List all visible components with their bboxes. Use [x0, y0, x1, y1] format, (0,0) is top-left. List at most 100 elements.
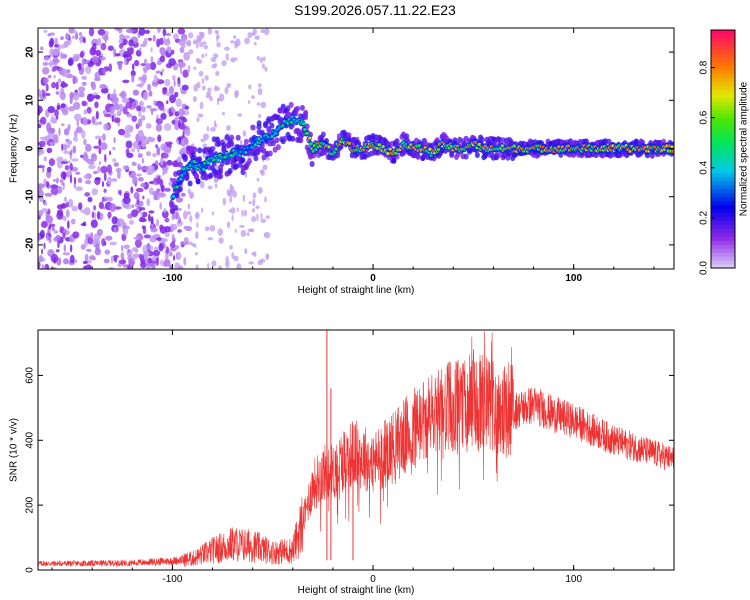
- heatmap-cell: [206, 91, 212, 96]
- heatmap-cell: [275, 144, 281, 151]
- heatmap-cell: [65, 201, 70, 208]
- heatmap-cell: [124, 35, 130, 39]
- heatmap-cell: [183, 225, 188, 230]
- heatmap-cell: [207, 237, 214, 241]
- heatmap-cell: [195, 58, 201, 63]
- heatmap-cell: [303, 114, 309, 121]
- heatmap-cell: [112, 158, 117, 163]
- heatmap-cell: [195, 264, 199, 269]
- heatmap-cell: [229, 141, 235, 147]
- colorbar-segment: [711, 264, 735, 269]
- heatmap-cell: [188, 49, 194, 55]
- heatmap-cell: [163, 38, 171, 46]
- heatmap-cell: [84, 175, 89, 179]
- heatmap-cell: [182, 171, 187, 175]
- heatmap-cell: [244, 248, 248, 255]
- heatmap-cell: [240, 157, 246, 164]
- heatmap-cell: [197, 147, 203, 154]
- heatmap-cell: [94, 177, 101, 181]
- heatmap-cell: [211, 211, 214, 216]
- heatmap-cell: [83, 109, 88, 115]
- heatmap-cell: [65, 73, 74, 79]
- heatmap-cell: [131, 63, 135, 71]
- heatmap-cell: [41, 266, 46, 269]
- heatmap-cell: [41, 248, 44, 255]
- colorbar-segment: [711, 57, 735, 63]
- heatmap-cell: [45, 83, 49, 92]
- heatmap-cell: [79, 31, 82, 37]
- heatmap-cell: [151, 262, 156, 269]
- heatmap-cell: [124, 57, 127, 66]
- heatmap-cell: [184, 129, 190, 136]
- heatmap-cell: [160, 152, 169, 159]
- heatmap-cell: [109, 150, 112, 156]
- heatmap-cell: [230, 207, 236, 214]
- heatmap-cell: [97, 28, 106, 36]
- colorbar-segment: [711, 105, 735, 110]
- heatmap-cell: [81, 81, 87, 86]
- heatmap-cell: [132, 162, 137, 166]
- heatmap-cell: [95, 243, 100, 251]
- heatmap-cell: [61, 108, 69, 116]
- heatmap-cell: [192, 159, 196, 164]
- heatmap-cell: [225, 53, 229, 61]
- heatmap-cell: [67, 123, 71, 131]
- heatmap-cell: [119, 103, 124, 112]
- heatmap-cell: [225, 125, 231, 131]
- colorbar-segment: [711, 188, 735, 194]
- heatmap-cell: [73, 177, 77, 185]
- heatmap-cell: [63, 244, 66, 253]
- heatmap-cell: [47, 33, 51, 37]
- heatmap-cell: [94, 135, 103, 140]
- heatmap-cell: [38, 105, 43, 114]
- heatmap-cell: [177, 119, 182, 128]
- heatmap-cell: [51, 68, 56, 72]
- heatmap-cell: [43, 242, 46, 249]
- heatmap-cell: [628, 149, 632, 153]
- colorbar-segment: [711, 30, 735, 35]
- heatmap-cell: [309, 142, 313, 146]
- heatmap-cell: [115, 53, 121, 57]
- heatmap-cell: [77, 62, 82, 71]
- heatmap-cell: [75, 126, 83, 134]
- heatmap-cell: [90, 219, 98, 228]
- heatmap-cell: [202, 143, 208, 148]
- heatmap-cell: [143, 234, 151, 239]
- heatmap-cell: [155, 144, 158, 149]
- heatmap-cell: [261, 138, 265, 142]
- heatmap-cell: [97, 37, 102, 46]
- heatmap-cell: [177, 229, 182, 233]
- heatmap-cell: [130, 186, 134, 194]
- heatmap-cell: [146, 151, 151, 157]
- heatmap-cell: [244, 150, 248, 154]
- heatmap-cell: [117, 218, 125, 226]
- heatmap-cell: [83, 239, 88, 248]
- heatmap-cell: [218, 173, 224, 180]
- heatmap-cell: [236, 207, 239, 213]
- heatmap-cell: [42, 61, 49, 66]
- heatmap-cell: [164, 217, 170, 223]
- heatmap-cell: [183, 257, 187, 266]
- heatmap-cell: [452, 137, 458, 144]
- heatmap-cell: [164, 226, 171, 233]
- heatmap-cell: [134, 239, 142, 248]
- heatmap-cell: [142, 195, 145, 200]
- heatmap-cell: [127, 264, 131, 269]
- heatmap-cell: [47, 74, 52, 79]
- heatmap-cell: [42, 165, 45, 173]
- heatmap-cell: [131, 247, 138, 252]
- heatmap-cell: [163, 258, 171, 267]
- bottom-x-tick-label: 100: [565, 574, 582, 585]
- heatmap-cell: [44, 192, 53, 197]
- heatmap-cell: [193, 244, 197, 248]
- heatmap-cell: [75, 186, 83, 191]
- heatmap-cell: [138, 118, 143, 127]
- heatmap-cell: [43, 56, 50, 61]
- heatmap-cell: [179, 87, 183, 91]
- heatmap-cell: [138, 253, 144, 260]
- heatmap-cell: [47, 106, 55, 114]
- top-x-tick-label: -100: [162, 273, 182, 284]
- bottom-x-tick-label: -100: [162, 574, 182, 585]
- heatmap-cell: [140, 211, 143, 216]
- colorbar-segment: [711, 93, 735, 99]
